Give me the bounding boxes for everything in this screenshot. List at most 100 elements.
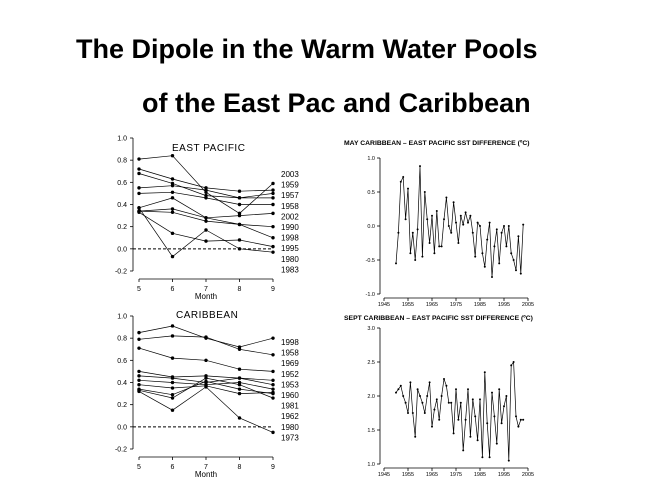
timeseries2-data-point bbox=[462, 223, 465, 226]
panel1-data-point bbox=[170, 408, 175, 412]
panel1-data-point bbox=[137, 378, 141, 382]
timeseries2-data-point bbox=[467, 221, 469, 224]
timeseries3-data-point bbox=[452, 432, 455, 435]
panel0-data-point bbox=[204, 188, 208, 192]
panel0-data-point bbox=[237, 222, 242, 227]
panel1-data-point bbox=[137, 383, 141, 387]
panel1-y-tick-label: 0.6 bbox=[117, 358, 127, 365]
timeseries2-data-point bbox=[498, 262, 501, 265]
panel1-data-point bbox=[137, 337, 141, 341]
timeseries2-y-tick-label: -0.5 bbox=[366, 258, 375, 264]
timeseries2-data-point bbox=[519, 272, 522, 275]
panel0-data-point bbox=[137, 206, 141, 210]
timeseries2-data-point bbox=[512, 259, 515, 261]
panel0-data-point bbox=[271, 191, 275, 196]
timeseries2-x-tick-label: 2005 bbox=[522, 302, 534, 308]
timeseries3-data-point bbox=[462, 449, 465, 452]
timeseries3-data-point bbox=[481, 456, 484, 459]
slide-title-line-2: of the East Pac and Caribbean bbox=[142, 88, 531, 118]
panel1-legend-label: 1980 bbox=[281, 423, 299, 432]
panel1-x-tick-label: 6 bbox=[171, 464, 175, 471]
timeseries2-data-point bbox=[450, 231, 453, 234]
timeseries3-data-point bbox=[447, 401, 450, 404]
timeseries2-data-point bbox=[402, 176, 405, 179]
timeseries3-data-point bbox=[397, 388, 400, 391]
timeseries3-y-tick-label: 2.0 bbox=[367, 394, 375, 400]
timeseries2-data-point bbox=[479, 225, 481, 227]
timeseries2-data-point bbox=[395, 262, 397, 265]
timeseries3-data-point bbox=[491, 391, 493, 394]
panel1-data-point bbox=[137, 330, 141, 335]
panel0-series-line bbox=[138, 197, 274, 219]
panel0-data-point bbox=[237, 213, 242, 218]
panel1-y-tick-label: -0.2 bbox=[115, 447, 127, 454]
panel1-x-tick-label: 5 bbox=[137, 464, 141, 471]
panel1-data-point bbox=[170, 324, 175, 328]
timeseries2-data-point bbox=[426, 218, 429, 221]
timeseries3-data-point bbox=[522, 418, 525, 421]
panel1-data-point bbox=[271, 369, 275, 374]
timeseries3-data-point bbox=[409, 381, 412, 384]
timeseries3-data-point bbox=[455, 388, 457, 391]
panel1-data-point bbox=[237, 376, 242, 380]
timeseries3-data-point bbox=[476, 439, 479, 442]
timeseries2-data-point bbox=[500, 231, 503, 234]
panel1-legend-label: 1953 bbox=[281, 380, 299, 389]
timeseries2-data-point bbox=[493, 245, 496, 248]
panel0-legend-label: 1959 bbox=[281, 181, 299, 190]
timeseries3-data-point bbox=[493, 415, 496, 418]
timeseries3-data-point bbox=[519, 418, 522, 421]
timeseries3-data-point bbox=[419, 395, 421, 397]
panel0-x-tick-label: 7 bbox=[204, 286, 208, 293]
timeseries3-data-point bbox=[395, 391, 397, 394]
timeseries3-data-point bbox=[435, 398, 438, 401]
timeseries3-x-tick-label: 1965 bbox=[426, 472, 438, 478]
timeseries3-data-point bbox=[512, 361, 515, 363]
timeseries2-data-point bbox=[507, 225, 510, 227]
panel1-x-tick-label: 9 bbox=[271, 464, 275, 471]
timeseries3-data-point bbox=[414, 435, 417, 438]
timeseries2-data-point bbox=[474, 255, 477, 258]
timeseries2-y-tick-label: -1.0 bbox=[366, 292, 375, 298]
timeseries2-data-point bbox=[471, 231, 474, 234]
panel0-data-point bbox=[137, 191, 141, 196]
panel0-data-point bbox=[137, 167, 141, 171]
panel1-data-point bbox=[170, 396, 175, 400]
panel1-legend-label: 1981 bbox=[281, 402, 299, 411]
timeseries2-y-tick-label: 1.0 bbox=[367, 156, 375, 162]
panel1-y-tick-label: 0.4 bbox=[117, 380, 127, 387]
timeseries2-y-tick-label: 0.5 bbox=[367, 190, 375, 196]
panel1-data-point bbox=[170, 386, 175, 390]
timeseries2-data-point bbox=[483, 265, 486, 268]
panel0-data-point bbox=[271, 188, 275, 192]
panel0-data-point bbox=[170, 183, 175, 188]
panel0-y-tick-label: 0.4 bbox=[117, 202, 127, 209]
panel0-data-point bbox=[271, 211, 275, 216]
panel0-data-point bbox=[137, 171, 141, 176]
panel0-legend-label: 1957 bbox=[281, 191, 299, 200]
timeseries2-series-line bbox=[395, 166, 524, 278]
panel0-data-point bbox=[271, 181, 275, 186]
panel1-data-point bbox=[170, 334, 175, 338]
panel1-data-point bbox=[271, 391, 275, 396]
panel1-data-point bbox=[271, 430, 275, 435]
timeseries2-data-point bbox=[522, 223, 525, 226]
timeseries3-x-tick-label: 1955 bbox=[402, 472, 414, 478]
timeseries3-data-point bbox=[450, 401, 453, 404]
timeseries3-data-point bbox=[428, 381, 431, 384]
panel0-data-point bbox=[204, 219, 208, 223]
panel0-data-point bbox=[204, 228, 208, 232]
timeseries3-title: SEPT CARIBBEAN – EAST PACIFIC SST DIFFER… bbox=[344, 315, 533, 322]
timeseries3-data-point bbox=[440, 395, 443, 397]
panel0-data-point bbox=[271, 196, 275, 200]
timeseries3-data-point bbox=[500, 422, 503, 425]
timeseries3-data-point bbox=[515, 415, 517, 418]
timeseries2-data-point bbox=[452, 201, 455, 204]
timeseries3-data-point bbox=[464, 418, 467, 421]
panel1-y-tick-label: 1.0 bbox=[117, 314, 127, 321]
panel1-data-point bbox=[271, 396, 275, 400]
timeseries3-data-point bbox=[498, 388, 501, 391]
panel1-legend-label: 1998 bbox=[281, 338, 299, 347]
panel1-x-tick-label: 7 bbox=[204, 464, 208, 471]
